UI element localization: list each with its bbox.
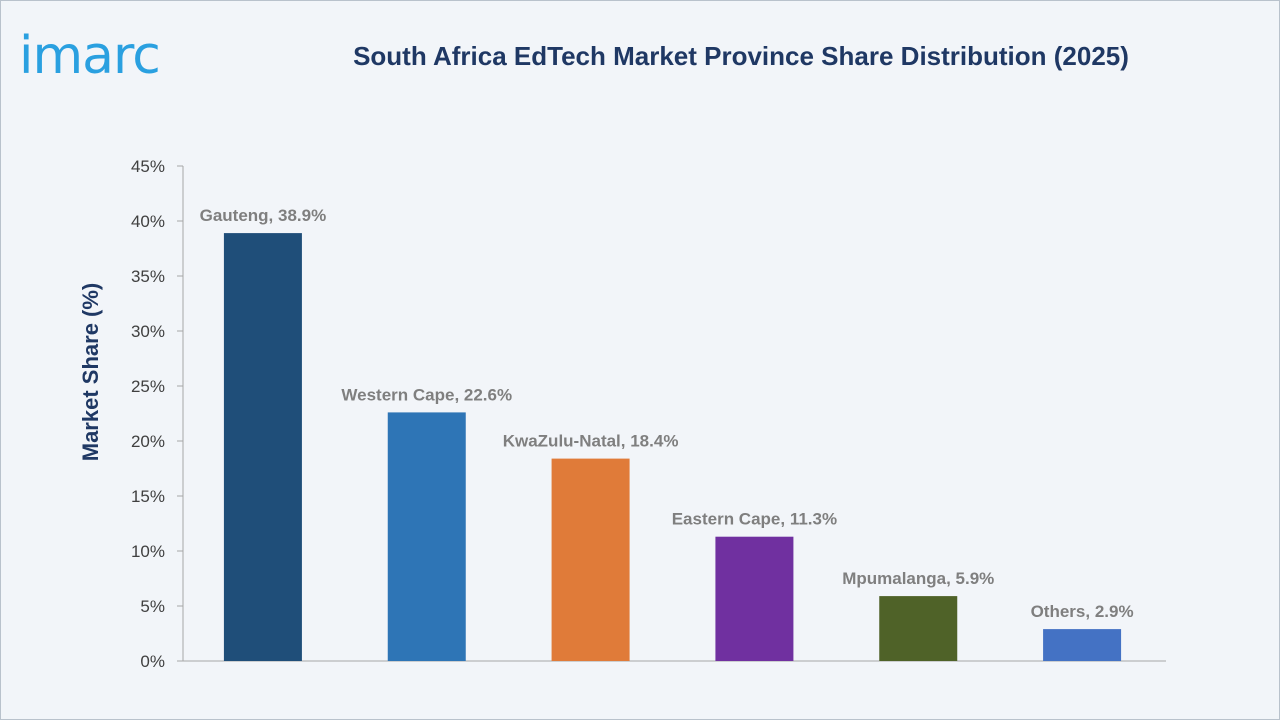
data-label: Gauteng, 38.9%: [200, 206, 327, 225]
chart-axes: 0% 5% 10% 15% 20% 25% 30% 35% 40% 45%: [131, 157, 1166, 671]
bar-others: [1043, 629, 1122, 661]
data-label: KwaZulu-Natal, 18.4%: [503, 432, 679, 451]
y-tick-label: 15%: [131, 487, 165, 506]
bar-gauteng: [223, 233, 302, 661]
y-axis-title: Market Share (%): [78, 283, 103, 462]
y-tick-label: 20%: [131, 432, 165, 451]
y-tick-label: 45%: [131, 157, 165, 176]
bar-mpumalanga: [879, 596, 958, 661]
y-tick-label: 10%: [131, 542, 165, 561]
data-label: Others, 2.9%: [1031, 602, 1134, 621]
data-label: Eastern Cape, 11.3%: [672, 510, 837, 529]
data-label: Western Cape, 22.6%: [341, 385, 512, 404]
bar-eastern-cape: [715, 536, 794, 661]
chart-title: South Africa EdTech Market Province Shar…: [353, 41, 1129, 71]
imarc-logo: imarc: [19, 26, 161, 83]
y-tick-label: 5%: [140, 597, 165, 616]
y-tick-label: 0%: [140, 652, 165, 671]
logo-wordmark: imarc: [19, 26, 160, 83]
data-label: Mpumalanga, 5.9%: [842, 569, 994, 588]
bar-western-cape: [387, 412, 466, 661]
y-tick-label: 25%: [131, 377, 165, 396]
y-tick-label: 40%: [131, 212, 165, 231]
y-tick-label: 35%: [131, 267, 165, 286]
chart-bars: [223, 233, 1122, 661]
bar-kwazulu-natal: [551, 458, 630, 661]
chart-data-labels: Gauteng, 38.9% Western Cape, 22.6% KwaZulu…: [200, 206, 1134, 621]
y-tick-label: 30%: [131, 322, 165, 341]
